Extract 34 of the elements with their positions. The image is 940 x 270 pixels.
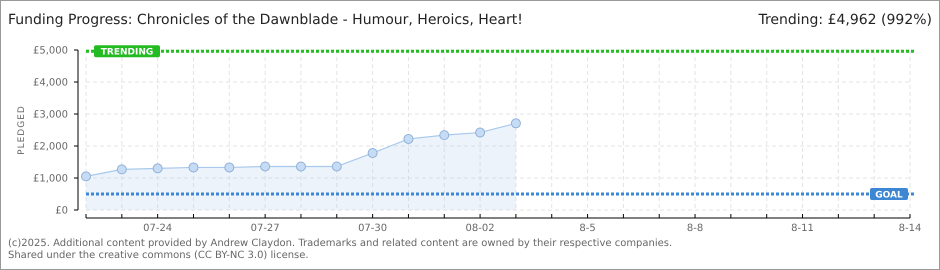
point [296,161,306,172]
y-tick-label: £4,000 [33,78,68,88]
x-tick-label: 8-5 [579,223,596,234]
point [81,171,91,182]
y-tick-label: £3,000 [33,110,68,120]
point [475,128,486,138]
chart-title: Funding Progress: Chronicles of the Dawnblade - Humour, Heroics, Heart! [8,12,523,28]
point [368,148,378,158]
point [510,118,521,128]
x-tick-label: 8-11 [791,223,814,234]
point [188,162,198,172]
point [224,162,234,172]
x-tick-label: 07-30 [358,223,388,234]
y-tick-label: £2,000 [33,142,68,152]
chart-subtitle: Trending: £4,962 (992%) [757,12,932,28]
point [260,161,270,172]
x-tick-label: 08-02 [466,223,495,234]
y-tick-label: £1,000 [33,174,68,184]
text: Shared under the creative commons (CC BY-NC 3.0) license. [8,250,309,261]
y-tick-label: £5,000 [33,46,68,56]
y-axis-title: PLEDGED [17,105,27,155]
ref-line-label: GOAL [875,190,904,200]
y-tick-label: £0 [55,206,68,216]
point [439,130,450,140]
ref-line-label: TRENDING [100,48,154,58]
x-tick-label: 8-8 [686,223,704,234]
text: (c)2025. Additional content provided by Andrew Claydon. Trademarks and related content are owned by their respective companies. [8,238,672,249]
x-tick-label: 8-14 [898,223,922,234]
point [116,164,127,174]
point [152,163,163,174]
x-tick-label: 07-24 [143,223,172,234]
x-tick-label: 07-27 [250,223,280,234]
point [332,161,342,172]
point [403,134,414,144]
